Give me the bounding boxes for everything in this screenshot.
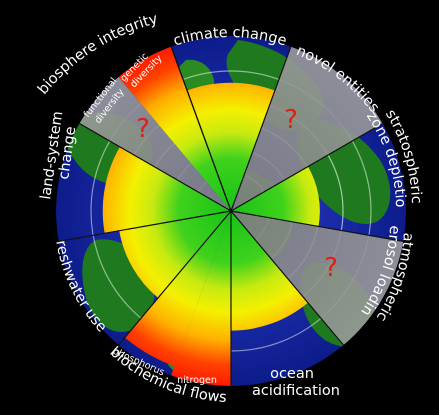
wedge-genetic (118, 46, 231, 211)
wedge-climate (187, 82, 275, 211)
label-acidification: acidification (252, 383, 340, 399)
functional-diversity-unknown-marker: ? (136, 114, 150, 144)
label-nitrogen: nitrogen (177, 375, 217, 386)
sector-divider (58, 210, 232, 242)
aerosol-unknown-marker: ? (324, 253, 338, 283)
sector-divider (170, 46, 232, 212)
wedge-novel (231, 46, 383, 211)
wedge-freshwater (119, 211, 231, 298)
sector-divider (230, 46, 292, 212)
wedge-ozone (231, 166, 320, 227)
sector-divider (230, 210, 344, 346)
sector-divider (118, 210, 232, 346)
wedge-land (102, 146, 231, 234)
sector-divider (230, 210, 404, 242)
wedge-nitrogen (171, 211, 231, 386)
label-change: change (56, 125, 79, 180)
wedge-phosphorus (124, 211, 231, 367)
wedge-functional (79, 76, 232, 212)
novel-entities-unknown-marker: ? (284, 105, 298, 135)
sector-divider (79, 122, 232, 212)
label-ocean: ocean (270, 366, 314, 382)
wedge-ocean (231, 211, 308, 331)
sector-divider (230, 122, 383, 212)
wedge-aerosol (231, 211, 404, 346)
